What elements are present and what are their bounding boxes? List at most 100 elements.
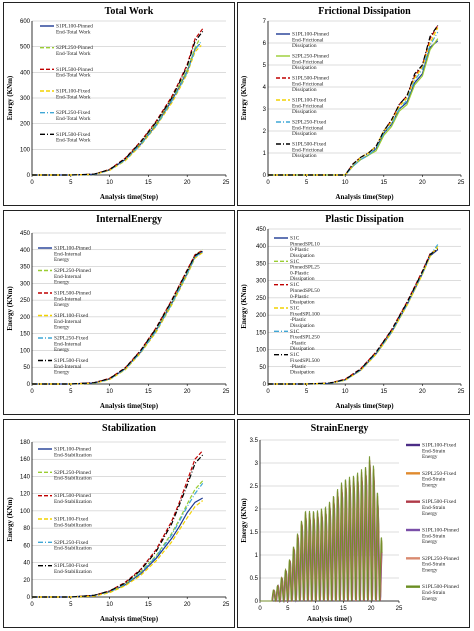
legend-label-line: S1PL500-Pinned [56,67,93,73]
legend-label: S1C FixedSPL100 -Plastic Dissipation [290,306,320,329]
series-line [32,41,202,176]
legend-label-line: FixedSPL500 [290,358,320,364]
y-tick-label: 350 [256,261,267,267]
legend-label-line: End-Strain [422,505,446,511]
legend-label: S1PL100-Fixed End-Strain Energy [422,443,456,461]
x-tick-label: 5 [69,180,73,186]
x-tick-label: 5 [69,602,73,608]
legend-label: S2PL250-Pinned End-Frictional Dissipation [292,54,329,72]
chart-title: Stabilization [102,423,156,434]
legend-label: S1C PinnedSPL25 0-Plastic Dissipation [290,259,320,282]
x-tick-label: 20 [419,389,426,395]
y-axis-label: Energy (KNm) [240,284,248,329]
legend-label-line: Dissipation [290,346,315,352]
legend-label-line: Energy [422,482,438,488]
chart-total-work: Total Work 0 100 200 300 400 500 600 0 5 10 15 20 25 A… [3,2,235,206]
legend-label-line: End-Internal [54,296,82,302]
legend-label-line: -Plastic [290,364,307,370]
x-tick-label: 0 [266,389,270,395]
legend-label: S1PL500-Fixed End-Total Work [56,132,91,144]
legend-label: S2PL250-Fixed End-Strain Energy [422,471,456,489]
legend-label-line: End-Total Work [56,116,91,122]
legend-label: S1C FixedSPL500 -Plastic Dissipation [290,352,320,375]
x-tick-label: 20 [368,606,375,612]
legend-label-line: End-Internal [54,341,82,347]
legend-label-line: End-Internal [54,364,82,370]
legend-label-line: S2PL250-Pinned [54,268,91,274]
y-tick-label: 0 [263,382,267,388]
y-tick-label: 600 [20,19,31,25]
legend-label-line: Energy [422,511,438,517]
legend-label: S1PL100-Fixed End-Total Work [56,89,91,101]
legend-label-line: S1PL500-Fixed [56,132,90,138]
legend-label-line: Energy [54,280,70,286]
legend-label-line: Dissipation [290,370,315,376]
legend-label-line: -Plastic [290,340,307,346]
x-tick-label: 25 [458,389,465,395]
legend-label-line: S1PL500-Fixed [54,358,88,364]
x-tick-label: 10 [342,180,349,186]
legend-label-line: End-Frictional [292,37,324,43]
legend-label-line: End-Strain [422,590,446,596]
chart-internal-energy-svg: InternalEnergy05010015020025030035040045… [6,214,230,410]
y-tick-label: 200 [20,315,31,321]
legend-label: S2PL250-Pinned End-Stabilization [54,470,92,482]
legend-label: S1PL100-Pinned End-Total Work [56,24,93,36]
y-tick-label: 200 [256,313,267,319]
legend-label-line: Energy [54,325,70,331]
legend-label-line: Energy [422,454,438,460]
x-tick-label: 25 [223,389,230,395]
chart-title: Total Work [105,6,154,17]
y-tick-label: 1 [263,151,267,157]
y-tick-label: 180 [20,440,31,446]
y-tick-label: 2 [263,129,267,135]
legend-label-line: S1PL100-Fixed [54,517,88,523]
legend-label: S2PL250-Fixed End-Internal Energy [54,336,88,354]
series-line [260,456,383,604]
legend-label-line: End-Stabilization [54,546,92,552]
y-axis-label: Energy (KNm) [6,497,14,542]
legend-label-line: Dissipation [292,65,317,71]
legend-label: S1PL100-Fixed End-Frictional Dissipation [292,98,326,116]
y-tick-label: 1 [255,553,259,559]
legend-label-line: End-Stabilization [54,476,92,482]
legend-label: S1C PinnedSPL10 0-Plastic Dissipation [290,236,320,259]
y-tick-label: 40 [23,561,30,567]
x-tick-label: 25 [223,602,230,608]
chart-title: InternalEnergy [96,214,162,225]
y-tick-label: 140 [20,474,31,480]
y-tick-label: 3 [255,461,259,467]
x-tick-label: 0 [30,180,34,186]
y-tick-label: 150 [256,330,267,336]
y-tick-label: 500 [20,45,31,51]
legend-label-line: End-Frictional [292,59,324,65]
legend-label-line: S1PL500-Fixed [422,499,456,505]
y-tick-label: 120 [20,492,31,498]
legend-label-line: S1C [290,352,300,358]
legend-label-line: S1PL100-Pinned [56,24,93,30]
x-tick-label: 15 [145,180,152,186]
legend-label-line: End-Total Work [56,73,91,79]
legend-label: S1PL500-Pinned End-Total Work [56,67,93,79]
y-tick-label: 2.5 [250,484,259,490]
legend-label-line: 0-Plastic [290,294,309,300]
x-tick-label: 10 [106,180,113,186]
legend-label-line: End-Total Work [56,94,91,100]
x-tick-label: 0 [30,602,34,608]
chart-plastic-dissipation: Plastic Dissipation 0 50 100 150 200 250 300 350… [237,210,470,415]
legend-label-line: End-Stabilization [54,522,92,528]
y-tick-label: 150 [20,332,31,338]
y-tick-label: 2 [255,507,259,513]
x-axis-label: Analysis time(Step) [100,615,159,623]
chart-title: StrainEnergy [311,423,369,434]
x-tick-label: 25 [223,180,230,186]
legend-label-line: End-Total Work [56,138,91,144]
legend-label: S1PL500-Fixed End-Frictional Dissipation [292,142,326,160]
series-line [32,480,204,598]
y-tick-label: 0.5 [250,576,259,582]
legend-label-line: S1C [290,236,300,242]
legend-label-line: End-Strain [422,448,446,454]
legend-label-line: FixedSPL100 [290,311,320,317]
x-axis-label: Analysis time(Step) [335,402,394,410]
x-tick-label: 10 [342,389,349,395]
